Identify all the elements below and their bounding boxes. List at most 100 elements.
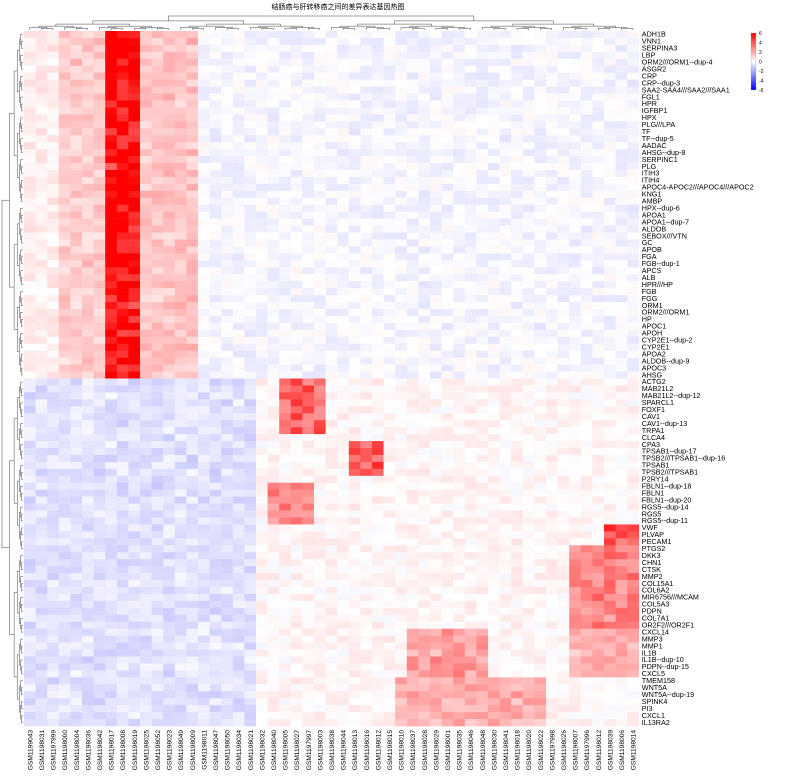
heatmap-cell (348, 350, 361, 358)
heatmap-cell (105, 587, 118, 595)
heatmap-cell (47, 607, 60, 616)
heatmap-cell (464, 649, 477, 657)
heatmap-cell (534, 566, 547, 574)
heatmap-cell (58, 350, 71, 358)
heatmap-cell (580, 600, 593, 609)
heatmap-cell (488, 371, 500, 379)
heatmap-cell (314, 302, 326, 310)
heatmap-cell (476, 100, 489, 108)
heatmap-cell (151, 329, 164, 338)
heatmap-cell (140, 58, 152, 67)
heatmap-cell (383, 628, 396, 636)
heatmap-cell (82, 684, 94, 692)
heatmap-cell (430, 406, 442, 414)
heatmap-cell (430, 607, 442, 616)
heatmap-cell (546, 37, 558, 46)
heatmap-cell (488, 580, 500, 588)
heatmap-cell (93, 670, 106, 678)
heatmap-cell (279, 427, 292, 435)
heatmap-cell (580, 573, 593, 581)
heatmap-cell (546, 378, 558, 386)
heatmap-cell (372, 37, 384, 46)
heatmap-cell (441, 183, 454, 192)
heatmap-cell (534, 642, 547, 650)
heatmap-cell (140, 482, 152, 490)
heatmap-cell (453, 510, 466, 518)
heatmap-cell (592, 128, 605, 136)
heatmap-cell (24, 448, 36, 456)
heatmap-cell (511, 538, 524, 546)
heatmap-cell (360, 336, 373, 345)
heatmap-cell (209, 448, 222, 456)
heatmap-cell (151, 31, 164, 39)
heatmap-cell (615, 434, 628, 442)
heatmap-cell (151, 392, 164, 400)
heatmap-cell (395, 552, 408, 560)
heatmap-cell (140, 322, 152, 331)
heatmap-cell (383, 364, 396, 372)
heatmap-cell (198, 197, 210, 206)
heatmap-cell (348, 156, 361, 164)
heatmap-cell (232, 149, 245, 157)
heatmap-cell (557, 267, 570, 275)
heatmap-cell (627, 31, 640, 39)
heatmap-cell (24, 135, 36, 143)
heatmap-cell (546, 197, 558, 206)
heatmap-cell (256, 260, 268, 268)
heatmap-cell (105, 58, 118, 67)
heatmap-cell (534, 614, 547, 623)
heatmap-cell (302, 468, 315, 477)
heatmap-cell (383, 448, 396, 456)
heatmap-cell (476, 135, 489, 143)
heatmap-cell (348, 587, 361, 595)
heatmap-cell (163, 607, 176, 616)
heatmap-cell (151, 461, 164, 470)
heatmap-cell (128, 371, 141, 379)
heatmap-cell (267, 225, 280, 233)
heatmap-cell (163, 642, 176, 650)
heatmap-cell (372, 406, 384, 414)
heatmap-cell (279, 468, 292, 477)
heatmap-cell (70, 204, 83, 212)
heatmap-cell (256, 489, 268, 497)
heatmap-cell (383, 37, 396, 46)
heatmap-cell (546, 677, 558, 685)
heatmap-cell (256, 309, 268, 317)
heatmap-cell (511, 121, 524, 129)
heatmap-cell (279, 371, 292, 379)
heatmap-cell (615, 322, 628, 331)
heatmap-cell (232, 580, 245, 588)
heatmap-cell (627, 65, 640, 73)
heatmap-cell (325, 114, 338, 122)
heatmap-cell (35, 350, 48, 358)
heatmap-cell (47, 434, 60, 442)
heatmap-cell (546, 475, 558, 484)
heatmap-cell (453, 128, 466, 136)
heatmap-cell (163, 128, 176, 136)
heatmap-cell (163, 58, 176, 67)
heatmap-cell (116, 357, 129, 365)
heatmap-cell (464, 663, 477, 671)
heatmap-cell (256, 72, 268, 80)
heatmap-cell (464, 142, 477, 150)
heatmap-cell (290, 621, 303, 629)
heatmap-cell (430, 531, 442, 539)
heatmap-cell (70, 176, 83, 185)
heatmap-cell (116, 267, 129, 275)
heatmap-cell (488, 496, 500, 504)
heatmap-cell (244, 72, 257, 80)
heatmap-cell (82, 274, 94, 282)
heatmap-cell (163, 385, 176, 393)
heatmap-cell (557, 531, 570, 539)
heatmap-cell (58, 309, 71, 317)
heatmap-cell (93, 107, 106, 115)
heatmap-cell (441, 399, 454, 407)
heatmap-cell (105, 211, 118, 219)
heatmap-cell (499, 545, 512, 553)
heatmap-cell (93, 510, 106, 518)
heatmap-cell (511, 482, 524, 490)
heatmap-cell (580, 253, 593, 261)
heatmap-cell (58, 72, 71, 80)
heatmap-cell (499, 260, 512, 268)
heatmap-cell (522, 322, 535, 331)
